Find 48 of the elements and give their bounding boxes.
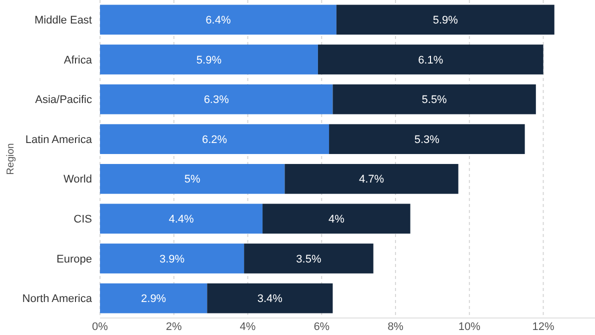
x-tick-label: 2% <box>166 321 182 333</box>
y-tick-label: Africa <box>64 54 93 66</box>
x-tick-label: 4% <box>240 321 256 333</box>
y-tick-label: CIS <box>74 214 92 226</box>
bar <box>100 84 333 114</box>
y-tick-label: Europe <box>56 253 92 266</box>
data-label: 5.9% <box>432 14 458 27</box>
bar <box>100 204 263 234</box>
bar <box>318 44 544 74</box>
bar <box>332 84 536 114</box>
bar <box>100 124 330 154</box>
bar <box>100 244 244 274</box>
bar <box>100 44 318 74</box>
data-label: 5.3% <box>414 134 440 146</box>
y-tick-label: Latin America <box>25 134 93 146</box>
data-label: 6.1% <box>418 54 444 66</box>
bar <box>284 164 458 194</box>
bar <box>336 4 554 35</box>
data-label: 6.3% <box>204 94 230 106</box>
data-label: 4% <box>328 214 345 226</box>
bar <box>207 283 333 314</box>
data-label: 4.4% <box>168 214 194 226</box>
y-tick-label: Middle East <box>34 14 92 27</box>
data-label: 5.9% <box>196 54 222 66</box>
y-tick-label: Asia/Pacific <box>35 94 92 106</box>
x-tick-label: 0% <box>92 321 108 333</box>
data-label: 3.5% <box>296 253 322 266</box>
data-label: 2.9% <box>141 293 166 306</box>
data-label: 3.9% <box>159 253 185 266</box>
y-tick-label: World <box>63 174 92 186</box>
x-tick-label: 10% <box>458 321 481 333</box>
data-label: 5.5% <box>422 94 448 106</box>
bar <box>100 164 285 194</box>
x-tick-label: 6% <box>314 321 330 333</box>
data-label: 5% <box>184 174 201 186</box>
data-label: 3.4% <box>257 293 283 306</box>
y-tick-label: North America <box>22 293 93 306</box>
bar <box>262 204 410 234</box>
bar <box>100 283 208 314</box>
x-tick-label: 8% <box>388 321 404 333</box>
bar <box>244 244 374 274</box>
bar <box>100 4 336 35</box>
bar <box>329 124 525 154</box>
data-label: 6.2% <box>202 134 228 146</box>
data-label: 4.7% <box>358 174 384 186</box>
data-label: 6.4% <box>206 14 231 27</box>
y-axis-title: Region <box>6 143 16 175</box>
x-tick-label: 12% <box>532 321 555 333</box>
